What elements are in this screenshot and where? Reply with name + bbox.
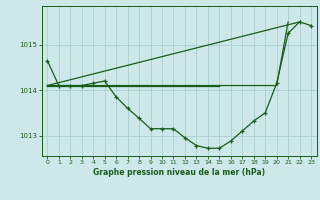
X-axis label: Graphe pression niveau de la mer (hPa): Graphe pression niveau de la mer (hPa)	[93, 168, 265, 177]
